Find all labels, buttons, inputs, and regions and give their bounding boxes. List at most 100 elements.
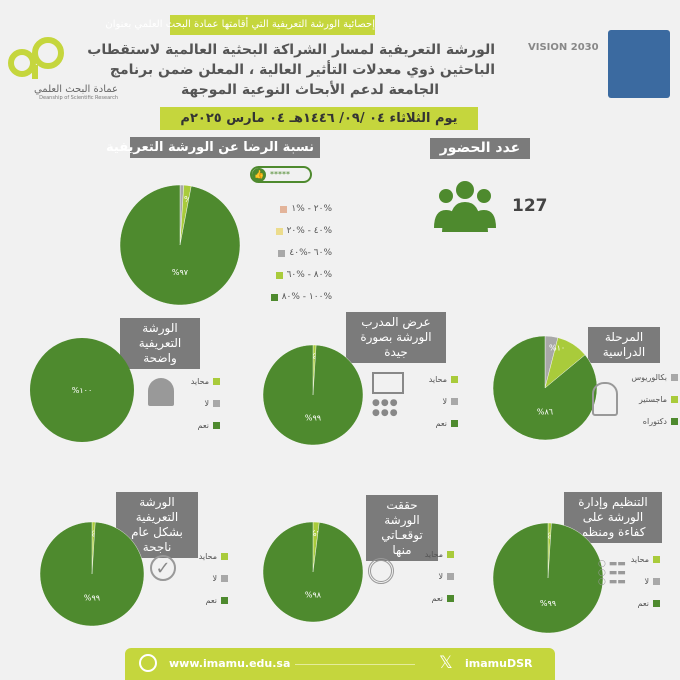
legend-item: محايد: [620, 548, 660, 570]
legend-swatch: [653, 577, 660, 585]
legend: محايد لا نعم: [414, 543, 454, 609]
attendance-count: 127: [512, 196, 548, 216]
chart-title: الورشة التعريفية واضحة: [120, 318, 200, 369]
pie-data-label: %٩٩: [540, 599, 556, 608]
legend-item: %٤٠ - %٢٠: [252, 220, 332, 242]
thumbs-up-icon: 👍: [252, 167, 266, 182]
legend-item: محايد: [418, 368, 458, 390]
legend-item: دكتوراه: [620, 410, 678, 432]
legend-label: لا: [438, 571, 443, 581]
legend-label: %٨٠ - %٦٠: [286, 270, 332, 280]
legend-item: لا: [414, 565, 454, 587]
target-icon: [368, 558, 394, 584]
legend-label: نعم: [637, 598, 649, 608]
pie-slice: [262, 521, 364, 623]
pie-data-label: %٢: [309, 529, 321, 538]
legend-item: لا: [418, 390, 458, 412]
legend: محايد لا نعم: [188, 545, 228, 611]
pie-slice: [39, 521, 145, 627]
pie-data-label: %١: [309, 352, 321, 361]
legend-item: محايد: [414, 543, 454, 565]
legend-item: لا: [188, 567, 228, 589]
badge-stars: *****: [270, 170, 290, 179]
legend-swatch: [213, 421, 220, 429]
legend-item: %١٠٠ - %٨٠: [252, 286, 332, 308]
legend-swatch: [221, 574, 228, 582]
legend-item: محايد: [180, 370, 220, 392]
pie-slice: [492, 522, 604, 634]
legend-item: %٨٠ - %٦٠: [252, 264, 332, 286]
legend-swatch: [451, 375, 458, 383]
chart-title: حققت الورشة توقعـاتي منها: [366, 495, 438, 561]
legend-label: %١٠٠ - %٨٠: [281, 292, 332, 302]
legend-label: لا: [442, 396, 447, 406]
legend-swatch: [671, 373, 678, 381]
legend-swatch: [447, 572, 454, 580]
legend-swatch: [275, 271, 283, 279]
legend-label: محايد: [190, 376, 209, 386]
legend-swatch: [278, 249, 286, 257]
chart-title: التنظيم وإدارة الورشة على كفاءة ومنظم: [564, 492, 662, 543]
pie-data-label: %٩٧: [172, 268, 189, 277]
event-date: يوم الثلاثاء ٠٤ /٠٩/ ١٤٤٦هـ ٠٤ مارس ٢٠٢٥…: [160, 107, 478, 130]
legend-label: دكتوراه: [642, 416, 667, 426]
legend-swatch: [221, 552, 228, 560]
title-line: الباحثين ذوي معدلات التأثير العالية ، ال…: [109, 62, 495, 78]
footer-bar: www.imamu.edu.sa 𝕏 imamuDSR: [125, 648, 555, 680]
title-line: الورشة التعريفية لمسار الشراكة البحثية ا…: [87, 42, 495, 58]
footer-divider: [295, 664, 415, 665]
chart-title: المرحلة الدراسية: [588, 327, 660, 363]
legend-education: بكالوريوس ماجستير دكتوراه: [620, 366, 678, 432]
legend-label: بكالوريوس: [631, 372, 667, 382]
legend-swatch: [213, 377, 220, 385]
vision-logo-text: VISION 2030: [528, 42, 599, 53]
deanship-name-en: Deanship of Scientific Research: [39, 95, 118, 101]
pie-data-label: %١: [544, 531, 556, 540]
legend-label: ماجستير: [638, 394, 667, 404]
legend-swatch: [275, 227, 283, 235]
pie-data-label: %١٠٠: [72, 386, 93, 395]
trainer-presentation-icon: ●●● ●●●: [372, 372, 406, 432]
deanship-logo: عمادة البحث العلمي Deanship of Scientifi…: [8, 35, 118, 101]
legend-item: لا: [620, 570, 660, 592]
legend-swatch: [447, 594, 454, 602]
pie-slice: [119, 184, 241, 306]
legend-label: لا: [644, 576, 649, 586]
legend-swatch: [447, 550, 454, 558]
legend-item: لا: [180, 392, 220, 414]
people-group-icon: [434, 181, 496, 232]
graduate-icon: [592, 382, 618, 416]
legend-label: محايد: [424, 549, 443, 559]
deanship-name-ar: عمادة البحث العلمي: [33, 84, 118, 95]
reading-person-icon: [148, 378, 174, 406]
pie-data-label: %١٠: [549, 344, 565, 353]
five-star-badge: 👍 *****: [250, 166, 312, 183]
legend-label: %٤٠ - %٢٠: [286, 226, 332, 236]
legend-label: لا: [212, 573, 217, 583]
pie-data-label: %٨٦: [537, 407, 553, 416]
legend-item: محايد: [188, 545, 228, 567]
legend-label: لا: [204, 398, 209, 408]
legend-item: %٦٠ -%٤٠: [252, 242, 332, 264]
legend-label: نعم: [197, 420, 209, 430]
pie-slice: [30, 338, 134, 442]
legend-swatch: [451, 397, 458, 405]
legend-label: نعم: [205, 595, 217, 605]
legend-item: نعم: [180, 414, 220, 436]
legend-label: محايد: [198, 551, 217, 561]
website-link[interactable]: www.imamu.edu.sa: [169, 657, 291, 670]
header-title: الورشة التعريفية لمسار الشراكة البحثية ا…: [87, 40, 495, 100]
legend-item: نعم: [188, 589, 228, 611]
pie-data-label: %٩٩: [305, 414, 321, 423]
legend: محايد لا نعم: [418, 368, 458, 434]
pie-data-label: %٩٨: [305, 591, 322, 600]
attendance-title: عدد الحضور: [430, 138, 530, 159]
legend-label: محايد: [428, 374, 447, 384]
vision-2030-logo: VISION 2030: [528, 42, 603, 53]
chart-title: نسبة الرضا عن الورشة التعريفية: [106, 137, 320, 158]
x-handle-link[interactable]: imamuDSR: [465, 657, 533, 670]
legend-label: نعم: [431, 593, 443, 603]
x-logo-icon: 𝕏: [439, 653, 453, 673]
legend-label: محايد: [630, 554, 649, 564]
